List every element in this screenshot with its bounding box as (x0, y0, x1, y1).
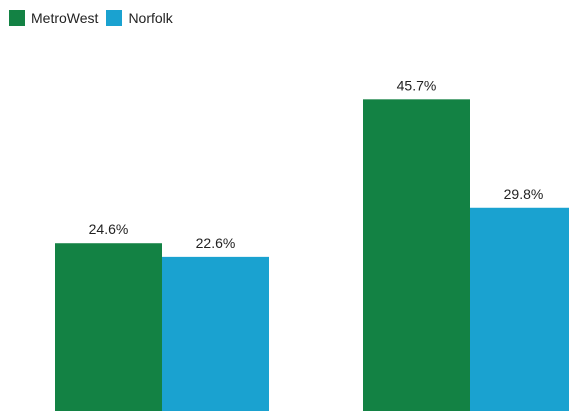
legend-swatch-metrowest (9, 10, 25, 26)
legend-label-norfolk: Norfolk (128, 10, 173, 26)
legend-item-norfolk: Norfolk (106, 10, 173, 26)
data-label-norfolk-2: 29.8% (504, 186, 544, 202)
bar-norfolk-2 (470, 207, 569, 411)
legend-item-metrowest: MetroWest (9, 10, 98, 26)
legend-label-metrowest: MetroWest (31, 10, 99, 26)
data-label-norfolk-1: 22.6% (196, 235, 236, 251)
chart-legend: MetroWest Norfolk (9, 10, 173, 26)
bar-metrowest-1 (55, 243, 162, 411)
bar-norfolk-1 (162, 256, 269, 411)
data-label-metrowest-1: 24.6% (89, 221, 129, 237)
bar-metrowest-2 (363, 99, 470, 411)
data-label-metrowest-2: 45.7% (397, 77, 437, 93)
legend-swatch-norfolk (106, 10, 123, 26)
